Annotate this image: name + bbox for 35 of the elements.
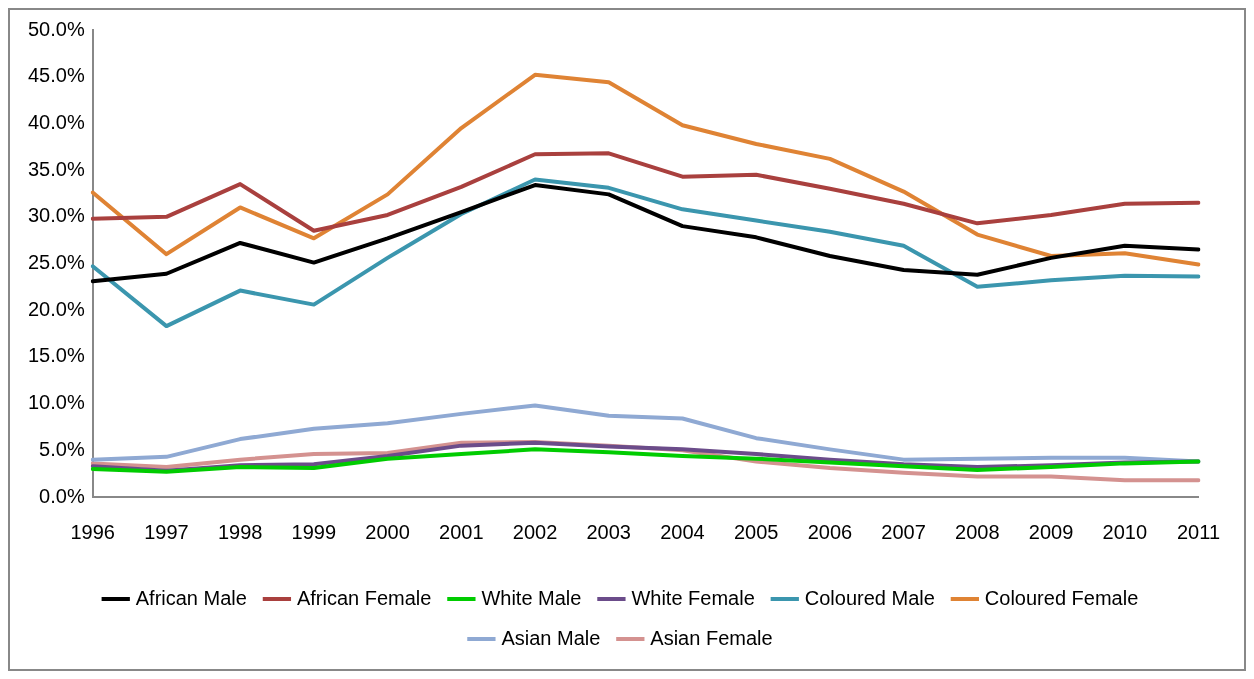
x-tick-label: 1999 — [291, 520, 337, 543]
x-tick-label: 2002 — [512, 520, 558, 543]
legend-label: Coloured Female — [984, 586, 1139, 609]
legend-label: Coloured Male — [804, 586, 935, 609]
x-tick-label: 1996 — [70, 520, 115, 543]
legend-label: Asian Female — [650, 626, 773, 649]
y-tick-label: 45.0% — [27, 64, 85, 87]
legend-label: White Male — [481, 586, 582, 609]
x-tick-label: 2004 — [660, 520, 705, 543]
y-tick-label: 30.0% — [27, 204, 85, 227]
x-tick-label: 2008 — [955, 520, 1000, 543]
x-tick-label: 1998 — [217, 520, 263, 543]
y-tick-label: 10.0% — [27, 391, 85, 414]
legend-label: Asian Male — [501, 626, 601, 649]
y-tick-label: 40.0% — [27, 110, 85, 133]
legend-label: African Female — [296, 586, 432, 609]
x-tick-label: 2006 — [807, 520, 853, 543]
x-tick-label: 2003 — [586, 520, 631, 543]
y-tick-label: 0.0% — [39, 484, 85, 507]
x-tick-label: 2000 — [365, 520, 410, 543]
x-tick-label: 2011 — [1176, 520, 1220, 543]
x-tick-label: 2005 — [733, 520, 779, 543]
y-tick-label: 20.0% — [27, 297, 85, 320]
y-tick-label: 50.0% — [27, 17, 85, 40]
x-tick-label: 2001 — [439, 520, 484, 543]
y-tick-label: 15.0% — [27, 344, 85, 367]
x-tick-label: 2010 — [1102, 520, 1148, 543]
x-tick-label: 2009 — [1028, 520, 1074, 543]
legend-label: White Female — [631, 586, 755, 609]
y-tick-label: 35.0% — [27, 157, 85, 180]
legend-label: African Male — [135, 586, 247, 609]
y-tick-label: 25.0% — [27, 251, 85, 274]
y-tick-label: 5.0% — [39, 437, 85, 460]
x-tick-label: 1997 — [144, 520, 189, 543]
x-tick-label: 2007 — [881, 520, 926, 543]
